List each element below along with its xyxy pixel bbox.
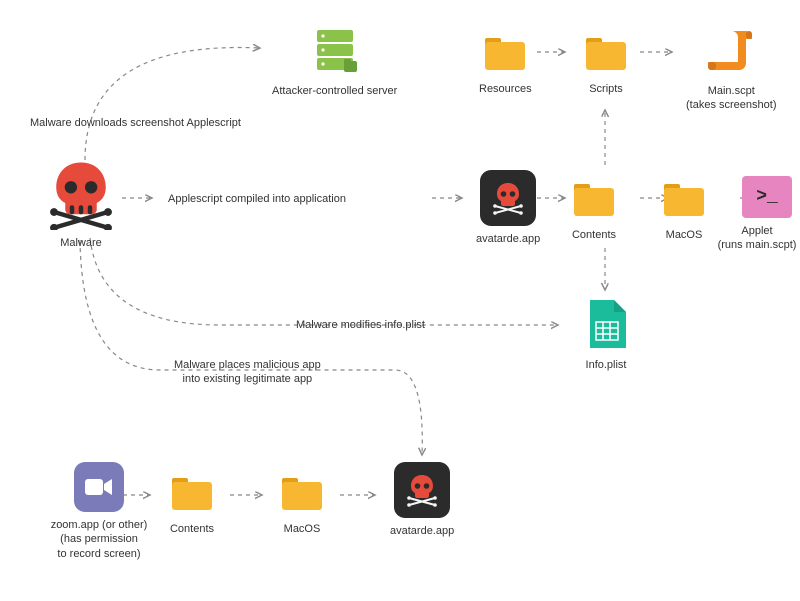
skull-app-icon: [394, 462, 450, 518]
edge-label-compile: Applescript compiled into application: [168, 192, 346, 206]
mainscpt-node: Main.scpt (takes screenshot): [686, 22, 776, 113]
avatarde2-node: avatarde.app: [390, 462, 454, 538]
contents2-node: Contents: [168, 468, 216, 536]
folder-icon: [660, 174, 708, 222]
skull-crossbones-icon: [45, 158, 117, 230]
appletb-label: Applet (runs main.scpt): [712, 224, 800, 253]
contents2-label: Contents: [170, 522, 214, 536]
avatarde1-label: avatarde.app: [476, 232, 540, 246]
skull-app-icon: [480, 170, 536, 226]
macos2-node: MacOS: [278, 468, 326, 536]
edge-label-modifies: Malware modifies info.plist: [296, 318, 425, 332]
spreadsheet-file-icon: [578, 296, 634, 352]
macos1b-label: MacOS: [666, 228, 703, 242]
macos1b: MacOS: [660, 174, 708, 242]
folder-icon: [570, 174, 618, 222]
scripts-node: Scripts: [582, 28, 630, 96]
contents1-label: Contents: [572, 228, 616, 242]
infoplist-label: Info.plist: [586, 358, 627, 372]
server-node: Attacker-controlled server: [272, 22, 397, 98]
edge-label-places: Malware places malicious app into existi…: [174, 358, 321, 387]
folder-icon: [168, 468, 216, 516]
macos2-label: MacOS: [284, 522, 321, 536]
appletb: >_ Applet (runs main.scpt): [732, 176, 800, 253]
terminal-icon: >_: [742, 176, 792, 218]
malware-label: Malware: [60, 236, 102, 250]
resources-node: Resources: [479, 28, 532, 96]
avatarde2-label: avatarde.app: [390, 524, 454, 538]
folder-icon: [278, 468, 326, 516]
contents1-node: Contents: [570, 174, 618, 242]
server-label: Attacker-controlled server: [272, 84, 397, 98]
folder-icon: [481, 28, 529, 76]
scroll-icon: [703, 22, 759, 78]
infoplist-node: Info.plist: [578, 296, 634, 372]
zoom-node: zoom.app (or other) (has permission to r…: [44, 462, 154, 561]
edge-label-download: Malware downloads screenshot Applescript: [30, 116, 241, 130]
mainscpt-label: Main.scpt (takes screenshot): [686, 84, 776, 113]
malware-node: Malware: [45, 158, 117, 250]
folder-icon: [582, 28, 630, 76]
resources-label: Resources: [479, 82, 532, 96]
zoom-label: zoom.app (or other) (has permission to r…: [44, 518, 154, 561]
scripts-label: Scripts: [589, 82, 623, 96]
video-camera-icon: [74, 462, 124, 512]
avatarde1-node: avatarde.app: [476, 170, 540, 246]
server-icon: [307, 22, 363, 78]
